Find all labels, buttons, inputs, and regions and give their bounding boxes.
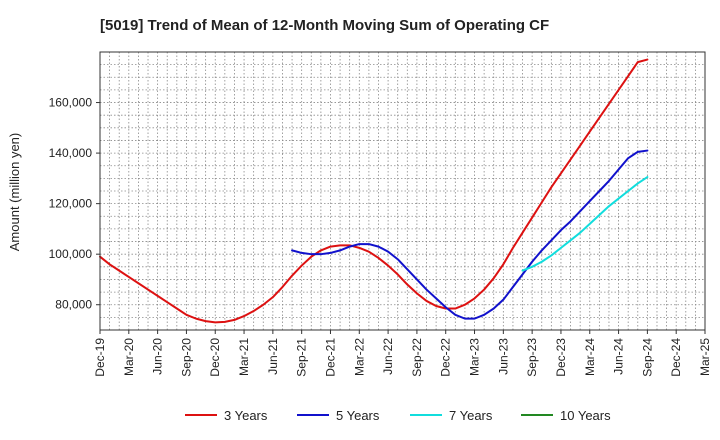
x-tick-label: Jun-21 bbox=[266, 338, 280, 375]
x-tick-label: Dec-22 bbox=[439, 338, 453, 377]
x-tick-label: Dec-19 bbox=[93, 338, 107, 377]
x-tick-label: Sep-21 bbox=[295, 338, 309, 377]
x-tick-label: Jun-23 bbox=[496, 338, 510, 375]
x-tick-label: Mar-22 bbox=[352, 338, 366, 376]
chart-title: [5019] Trend of Mean of 12-Month Moving … bbox=[100, 17, 549, 34]
legend: 3 Years 5 Years 7 Years 10 Years bbox=[185, 408, 611, 423]
x-tick-label: Jun-24 bbox=[612, 338, 626, 375]
y-tick-label: 140,000 bbox=[49, 146, 93, 160]
x-tick-label: Sep-24 bbox=[640, 338, 654, 377]
x-tick-label: Mar-20 bbox=[122, 338, 136, 376]
series-line-7-years bbox=[521, 176, 649, 272]
y-tick-label: 100,000 bbox=[49, 247, 93, 261]
x-tick-label: Dec-23 bbox=[554, 338, 568, 377]
y-axis-label: Amount (million yen) bbox=[7, 133, 22, 252]
x-tick-label: Sep-20 bbox=[179, 338, 193, 377]
y-tick-label: 80,000 bbox=[55, 298, 92, 312]
x-tick-label: Dec-24 bbox=[669, 338, 683, 377]
x-tick-label: Jun-20 bbox=[151, 338, 165, 375]
x-tick-labels: Dec-19 Mar-20 Jun-20 Sep-20 Dec-20 Mar-21 Jun-… bbox=[93, 330, 712, 377]
plot-frame bbox=[99, 51, 706, 331]
y-tick-label: 160,000 bbox=[49, 96, 93, 110]
grid bbox=[100, 52, 705, 330]
y-tick-labels: 80,000 100,000 120,000 140,000 160,000 bbox=[49, 96, 100, 312]
axes bbox=[99, 51, 706, 331]
x-tick-label: Sep-22 bbox=[410, 338, 424, 377]
legend-label: 5 Years bbox=[336, 408, 380, 423]
x-tick-label: Sep-23 bbox=[525, 338, 539, 377]
legend-label: 3 Years bbox=[224, 408, 268, 423]
legend-label: 10 Years bbox=[560, 408, 611, 423]
series-line-3-years bbox=[99, 58, 649, 324]
x-tick-label: Mar-23 bbox=[468, 338, 482, 376]
y-tick-label: 120,000 bbox=[49, 197, 93, 211]
x-tick-label: Mar-25 bbox=[698, 338, 712, 376]
series-layer bbox=[99, 58, 649, 324]
legend-label: 7 Years bbox=[449, 408, 493, 423]
x-tick-label: Dec-21 bbox=[323, 338, 337, 377]
x-tick-label: Dec-20 bbox=[208, 338, 222, 377]
x-tick-label: Mar-24 bbox=[583, 338, 597, 376]
x-tick-label: Jun-22 bbox=[381, 338, 395, 375]
x-tick-label: Mar-21 bbox=[237, 338, 251, 376]
series-line-5-years bbox=[291, 149, 649, 320]
